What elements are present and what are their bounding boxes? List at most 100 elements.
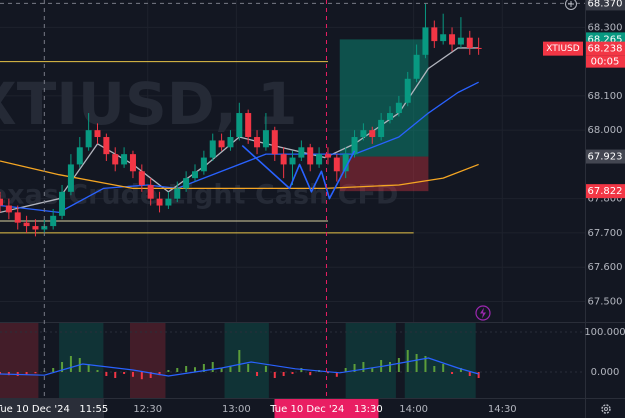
candle-body bbox=[333, 157, 340, 172]
histogram-bar bbox=[371, 368, 374, 372]
settings-icon[interactable] bbox=[601, 404, 611, 414]
candle-body bbox=[342, 154, 349, 172]
histogram-bar bbox=[52, 368, 55, 372]
price-label: 67.822 bbox=[588, 186, 623, 197]
y-tick-label: 68.300 bbox=[588, 22, 623, 33]
histogram-bar bbox=[229, 366, 232, 372]
histogram-bar bbox=[140, 372, 143, 380]
pattern-drawing bbox=[241, 144, 356, 200]
candle-body bbox=[174, 188, 181, 199]
candle-body bbox=[0, 198, 3, 206]
candle-body bbox=[316, 154, 323, 165]
crosshair-price-box bbox=[586, 0, 625, 11]
candle-body bbox=[413, 54, 420, 79]
signal-zone bbox=[59, 322, 104, 398]
signal-zone bbox=[0, 322, 39, 398]
histogram-bar bbox=[291, 372, 294, 374]
histogram-bar bbox=[34, 372, 37, 374]
candle-body bbox=[431, 27, 438, 42]
x-tick-label: 13:00 bbox=[222, 404, 251, 415]
candle-body bbox=[422, 27, 429, 55]
histogram-bar bbox=[459, 368, 462, 372]
candle-body bbox=[138, 171, 145, 185]
y-tick-label: 68.100 bbox=[588, 91, 623, 102]
candle-body bbox=[262, 130, 269, 148]
histogram-bar bbox=[194, 367, 196, 372]
candle-body bbox=[94, 130, 101, 138]
crosshair-time-box bbox=[274, 399, 379, 418]
candle-body bbox=[298, 147, 305, 158]
candle-body bbox=[280, 154, 287, 165]
signal-zone bbox=[130, 322, 166, 398]
symbol-label: XTIUSD bbox=[546, 44, 579, 54]
histogram-bar bbox=[69, 356, 72, 372]
candle-body bbox=[192, 171, 198, 179]
candle-body bbox=[449, 34, 456, 45]
candle-body bbox=[112, 154, 119, 165]
candle-body bbox=[466, 37, 473, 48]
candle-body bbox=[236, 113, 243, 138]
histogram-bar bbox=[0, 372, 1, 374]
histogram-bar bbox=[114, 372, 117, 378]
histogram-bar bbox=[96, 370, 99, 372]
signal-zone bbox=[345, 322, 396, 398]
candle-body bbox=[289, 157, 296, 165]
histogram-bar bbox=[105, 372, 108, 376]
histogram-bar bbox=[220, 368, 223, 372]
histogram-bar bbox=[406, 350, 409, 372]
indicator-background bbox=[0, 322, 476, 398]
price-label: 68.238 bbox=[588, 44, 623, 55]
histogram-bar bbox=[238, 350, 241, 372]
crosshair-time-box bbox=[0, 399, 104, 418]
x-tick-label: 12:30 bbox=[133, 404, 162, 415]
candle-body bbox=[351, 137, 358, 155]
countdown-box bbox=[586, 55, 625, 68]
histogram-bar bbox=[256, 372, 259, 376]
candle-body bbox=[121, 154, 128, 165]
histogram-bar bbox=[282, 372, 285, 376]
candle-body bbox=[14, 212, 21, 223]
indicator-line bbox=[0, 357, 479, 377]
indicator-pane bbox=[0, 331, 585, 380]
histogram-bar bbox=[247, 364, 250, 372]
candle-body bbox=[395, 102, 402, 114]
countdown: 00:05 bbox=[591, 57, 620, 68]
candle-body bbox=[183, 178, 190, 189]
candle-body bbox=[147, 184, 154, 199]
candle-body bbox=[85, 130, 92, 148]
signal-zone bbox=[224, 322, 269, 398]
histogram-bar bbox=[61, 362, 64, 372]
candle-body bbox=[23, 222, 30, 227]
x-tick-label: 14:30 bbox=[488, 404, 517, 415]
crosshair-price-label: 68.370 bbox=[588, 0, 623, 9]
histogram-bar bbox=[176, 368, 179, 372]
histogram-bar bbox=[389, 362, 391, 372]
candle-body bbox=[200, 157, 207, 172]
crosshair-time-label: Tue 10 Dec '24 13:30 bbox=[269, 404, 383, 415]
candle-body bbox=[50, 215, 57, 227]
alert-icon[interactable] bbox=[475, 305, 491, 321]
histogram-bar bbox=[211, 362, 214, 372]
histogram-bar bbox=[273, 372, 276, 378]
histogram-bar bbox=[468, 372, 471, 376]
moving-average bbox=[0, 81, 479, 214]
histogram-bar bbox=[415, 354, 418, 372]
histogram-bar bbox=[424, 356, 427, 372]
candle-body bbox=[324, 154, 331, 158]
candle-body bbox=[32, 226, 39, 230]
histogram-bar bbox=[300, 368, 303, 372]
candle-body bbox=[404, 78, 411, 103]
histogram-bar bbox=[326, 372, 329, 374]
add-icon[interactable] bbox=[565, 0, 577, 10]
y-tick-label: 67.600 bbox=[588, 262, 623, 273]
histogram-bar bbox=[202, 364, 205, 372]
candle-body bbox=[103, 137, 110, 155]
candle-body bbox=[254, 137, 261, 148]
histogram-bar bbox=[123, 372, 126, 374]
candle-body bbox=[440, 34, 447, 42]
histogram-bar bbox=[397, 358, 400, 372]
candle-body bbox=[457, 37, 464, 45]
histogram-bar bbox=[451, 372, 454, 374]
